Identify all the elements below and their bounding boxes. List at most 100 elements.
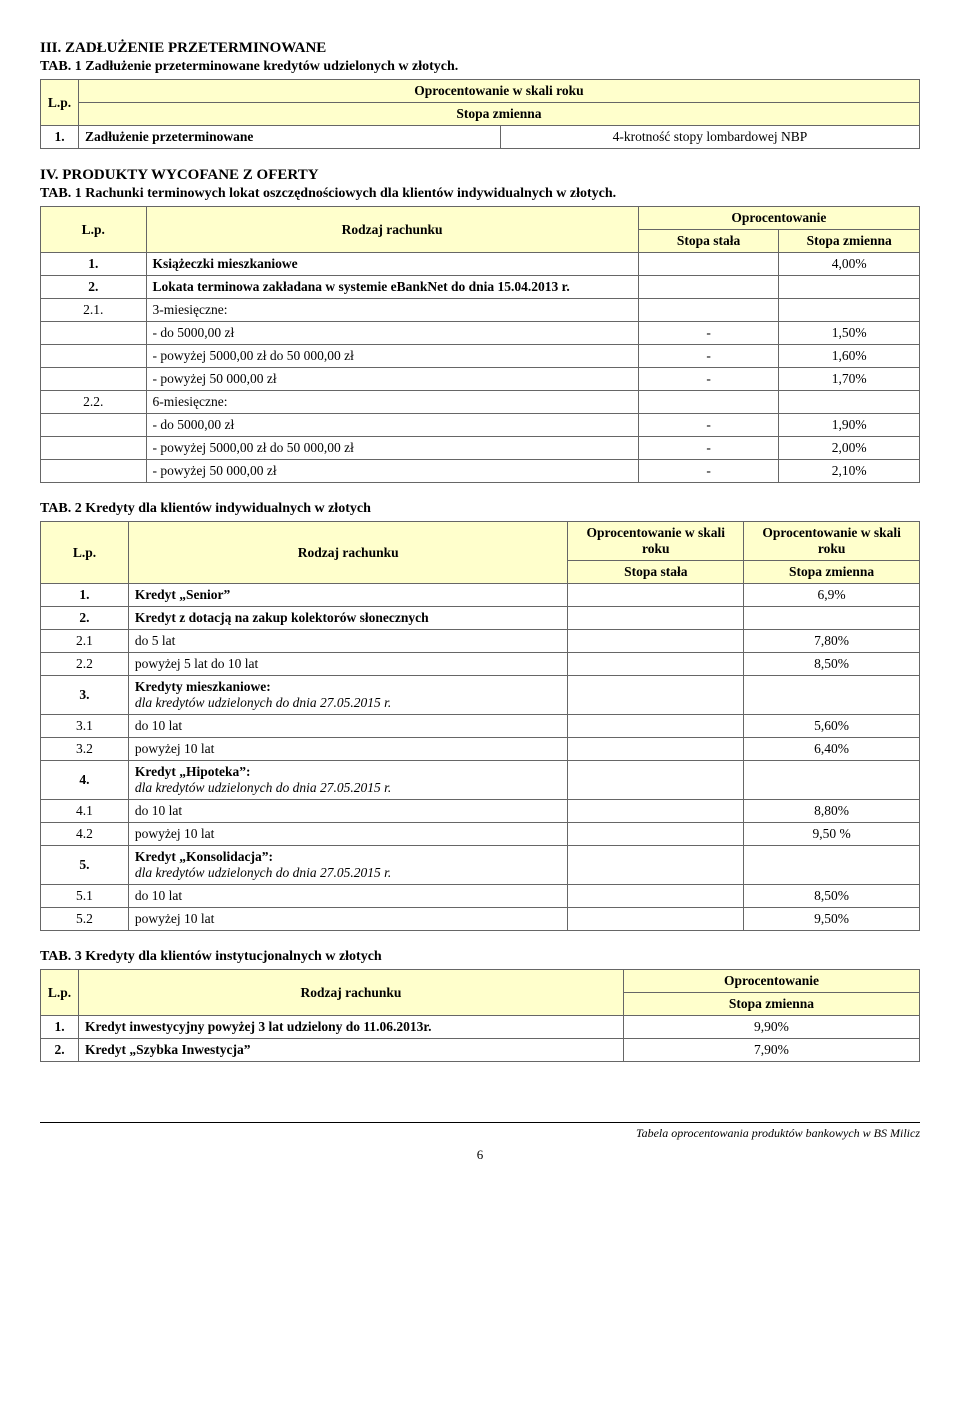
row-name: - powyżej 50 000,00 zł	[146, 368, 638, 391]
row-name-main: Kredyt „Hipoteka”:	[135, 764, 562, 780]
row-val-stala	[638, 276, 779, 299]
table-row: 1.Książeczki mieszkaniowe4,00%	[41, 253, 920, 276]
row-val-stala	[568, 676, 744, 715]
table-row: 5.Kredyt „Konsolidacja”:dla kredytów udz…	[41, 846, 920, 885]
section4-tab2-title: TAB. 2 Kredyty dla klientów indywidualny…	[40, 501, 920, 517]
row-num: 3.1	[41, 715, 129, 738]
row-num: 2.2.	[41, 391, 147, 414]
table-row: 2.1.3-miesięczne:	[41, 299, 920, 322]
row-num: 5.1	[41, 885, 129, 908]
table-row: 2.2.6-miesięczne:	[41, 391, 920, 414]
row-name-sub: dla kredytów udzielonych do dnia 27.05.2…	[135, 695, 562, 711]
row-num: 3.2	[41, 738, 129, 761]
table-row: 3.Kredyty mieszkaniowe:dla kredytów udzi…	[41, 676, 920, 715]
row-num	[41, 345, 147, 368]
table-row: 2.Lokata terminowa zakładana w systemie …	[41, 276, 920, 299]
table-row: - powyżej 5000,00 zł do 50 000,00 zł-2,0…	[41, 437, 920, 460]
col-oproc1: Oprocentowanie w skali roku	[568, 522, 744, 561]
row-num: 4.1	[41, 800, 129, 823]
row-num: 1.	[41, 253, 147, 276]
page-footer: Tabela oprocentowania produktów bankowyc…	[40, 1122, 920, 1141]
table-row: 5.2powyżej 10 lat9,50%	[41, 908, 920, 931]
row-val-zmienna	[779, 391, 920, 414]
col-lp: L.p.	[41, 522, 129, 584]
table-row: - do 5000,00 zł-1,90%	[41, 414, 920, 437]
row-val-zmienna: 7,80%	[744, 630, 920, 653]
row-val: 7,90%	[623, 1039, 919, 1062]
row-val-stala: -	[638, 460, 779, 483]
section4-tab1-title: TAB. 1 Rachunki terminowych lokat oszczę…	[40, 186, 920, 202]
col-oproc: Oprocentowanie	[623, 970, 919, 993]
col-stopa: Stopa zmienna	[79, 103, 920, 126]
row-name: Kredyt „Szybka Inwestycja”	[79, 1039, 624, 1062]
row-val-zmienna: 1,50%	[779, 322, 920, 345]
row-val-zmienna: 1,60%	[779, 345, 920, 368]
row-val: 9,90%	[623, 1016, 919, 1039]
col-oproc2: Oprocentowanie w skali roku	[744, 522, 920, 561]
row-num	[41, 460, 147, 483]
row-val-stala	[568, 738, 744, 761]
col-lp: L.p.	[41, 207, 147, 253]
row-num: 2.	[41, 1039, 79, 1062]
row-num	[41, 414, 147, 437]
row-name: - powyżej 50 000,00 zł	[146, 460, 638, 483]
row-num	[41, 437, 147, 460]
section4-tab3-title: TAB. 3 Kredyty dla klientów instytucjona…	[40, 949, 920, 965]
row-val-stala	[568, 908, 744, 931]
row-val-stala	[568, 630, 744, 653]
row-val-stala: -	[638, 414, 779, 437]
row-num: 2.	[41, 276, 147, 299]
col-oproc: Oprocentowanie w skali roku	[79, 80, 920, 103]
section3-tab1-table: L.p. Oprocentowanie w skali roku Stopa z…	[40, 79, 920, 149]
row-name: - do 5000,00 zł	[146, 414, 638, 437]
row-val-zmienna	[779, 276, 920, 299]
row-val-stala	[568, 715, 744, 738]
row-val-stala	[568, 761, 744, 800]
row-name-sub: dla kredytów udzielonych do dnia 27.05.2…	[135, 780, 562, 796]
row-val-stala	[568, 653, 744, 676]
row-val-zmienna: 2,10%	[779, 460, 920, 483]
row-val-zmienna	[744, 676, 920, 715]
row-name: - powyżej 5000,00 zł do 50 000,00 zł	[146, 437, 638, 460]
row-val-stala	[638, 299, 779, 322]
row-name: powyżej 10 lat	[128, 823, 568, 846]
row-val-zmienna: 6,40%	[744, 738, 920, 761]
row-val-stala	[568, 584, 744, 607]
table-row: 4.2powyżej 10 lat9,50 %	[41, 823, 920, 846]
row-num: 5.2	[41, 908, 129, 931]
table-row: 4.Kredyt „Hipoteka”:dla kredytów udzielo…	[41, 761, 920, 800]
row-name: Lokata terminowa zakładana w systemie eB…	[146, 276, 638, 299]
table-row: 2.1do 5 lat7,80%	[41, 630, 920, 653]
row-name: Zadłużenie przeterminowane	[79, 126, 501, 149]
row-val-zmienna	[744, 846, 920, 885]
col-rodzaj: Rodzaj rachunku	[79, 970, 624, 1016]
row-num: 3.	[41, 676, 129, 715]
page-number: 6	[40, 1147, 920, 1163]
section3-tab1-title: TAB. 1 Zadłużenie przeterminowane kredyt…	[40, 59, 920, 75]
col-rodzaj: Rodzaj rachunku	[146, 207, 638, 253]
row-val-stala: -	[638, 368, 779, 391]
table-row: - do 5000,00 zł-1,50%	[41, 322, 920, 345]
row-val: 4-krotność stopy lombardowej NBP	[500, 126, 919, 149]
row-num: 2.1.	[41, 299, 147, 322]
row-name: Kredyt „Hipoteka”:dla kredytów udzielony…	[128, 761, 568, 800]
row-val-stala	[568, 846, 744, 885]
row-val-zmienna: 5,60%	[744, 715, 920, 738]
row-name: do 5 lat	[128, 630, 568, 653]
row-name: 6-miesięczne:	[146, 391, 638, 414]
col-zmienna: Stopa zmienna	[623, 993, 919, 1016]
row-val-stala	[568, 800, 744, 823]
row-name-main: Kredyty mieszkaniowe:	[135, 679, 562, 695]
section4-heading: IV. PRODUKTY WYCOFANE Z OFERTY	[40, 167, 920, 184]
table-row: 2.Kredyt „Szybka Inwestycja”7,90%	[41, 1039, 920, 1062]
row-name: Kredyty mieszkaniowe:dla kredytów udziel…	[128, 676, 568, 715]
row-val-zmienna: 9,50 %	[744, 823, 920, 846]
row-num	[41, 322, 147, 345]
row-val-zmienna	[744, 761, 920, 800]
col-lp: L.p.	[41, 970, 79, 1016]
row-name: powyżej 10 lat	[128, 738, 568, 761]
row-val-zmienna: 1,70%	[779, 368, 920, 391]
table-row: 2.Kredyt z dotacją na zakup kolektorów s…	[41, 607, 920, 630]
table-row: 3.1do 10 lat5,60%	[41, 715, 920, 738]
table-row: 3.2powyżej 10 lat 6,40%	[41, 738, 920, 761]
